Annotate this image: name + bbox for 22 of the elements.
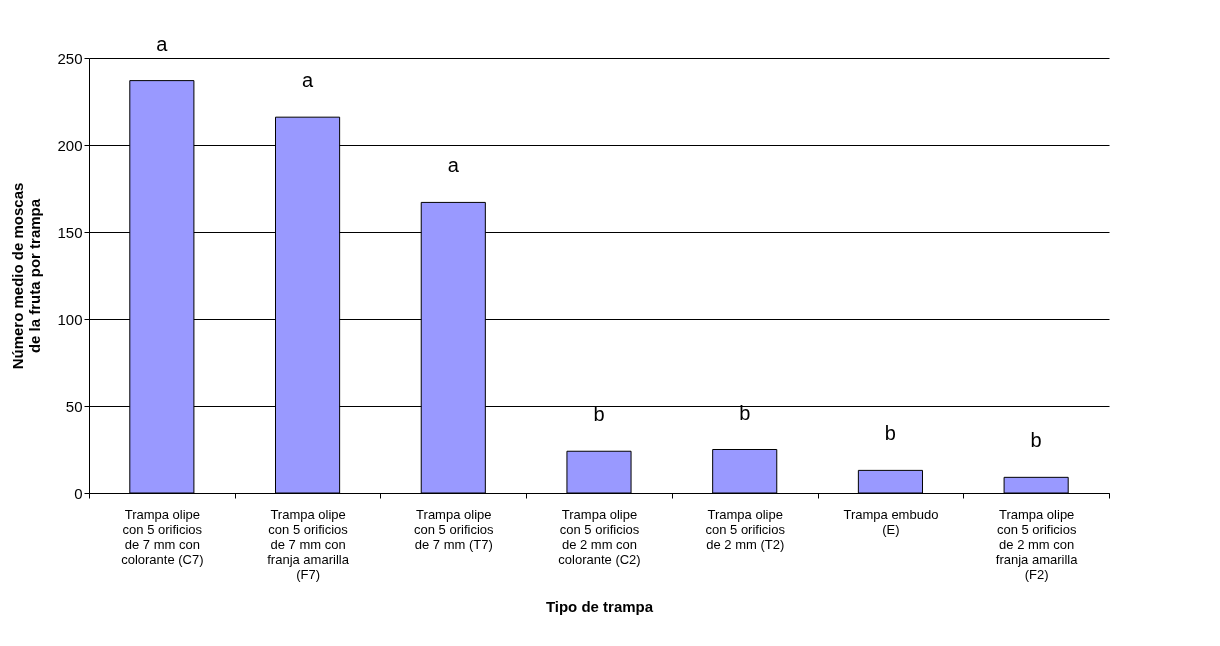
x-tick-label: Trampa embudo (E) bbox=[843, 506, 939, 537]
annotation: b bbox=[884, 422, 896, 445]
x-tick-label: Trampa olipe con 5 orificios de 7 mm con franja amarilla (F7) bbox=[267, 506, 350, 582]
y-tick-label: 250 bbox=[57, 49, 83, 67]
annotation: b bbox=[1030, 429, 1042, 452]
x-axis-title: Tipo de trampa bbox=[545, 597, 654, 615]
annotation: b bbox=[593, 403, 605, 426]
y-tick-label: 50 bbox=[65, 397, 83, 415]
y-axis-title: Número medio de moscas de la fruta por trampa bbox=[9, 182, 44, 370]
x-tick-label: Trampa olipe con 5 orificios de 7 mm con colorante (C7) bbox=[121, 506, 204, 567]
annotation: b bbox=[739, 401, 751, 424]
annotation: a bbox=[447, 154, 460, 177]
y-tick-label: 200 bbox=[57, 136, 83, 154]
x-tick-label: Trampa olipe con 5 orificios de 2 mm con colorante (C2) bbox=[558, 506, 641, 567]
y-tick-label: 0 bbox=[74, 484, 83, 502]
annotation: a bbox=[156, 32, 169, 55]
y-tick-label: 100 bbox=[57, 310, 83, 328]
y-tick-label: 150 bbox=[57, 223, 83, 241]
x-tick-label: Trampa olipe con 5 orificios de 2 mm con franja amarilla (F2) bbox=[995, 506, 1079, 582]
x-tick-label: Trampa olipe con 5 orificios de 2 mm (T2) bbox=[705, 506, 786, 552]
x-tick-label: Trampa olipe con 5 orificios de 7 mm (T7) bbox=[414, 506, 495, 552]
annotation: a bbox=[302, 69, 315, 92]
